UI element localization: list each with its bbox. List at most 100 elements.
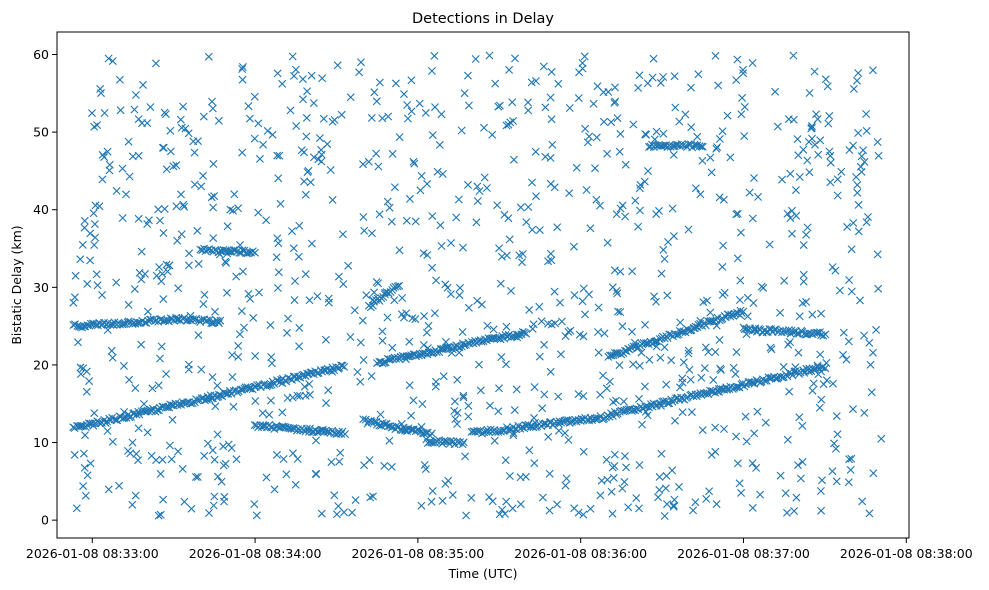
data-point-marker: [356, 338, 365, 347]
data-point-marker: [165, 261, 174, 270]
data-point-marker: [854, 227, 863, 236]
data-point-marker: [739, 69, 748, 78]
data-point-marker: [869, 66, 877, 75]
data-point-marker: [245, 114, 254, 123]
data-point-marker: [346, 333, 355, 341]
data-point-marker: [833, 175, 842, 184]
data-point-marker: [428, 212, 437, 221]
data-point-marker: [217, 477, 226, 486]
data-point-marker: [495, 244, 504, 253]
data-point-marker: [124, 137, 133, 146]
data-point-marker: [805, 89, 814, 97]
data-point-marker: [116, 106, 125, 115]
data-point-marker: [259, 140, 268, 149]
data-point-marker: [417, 501, 426, 510]
data-point-marker: [464, 101, 473, 110]
data-point-marker: [761, 418, 770, 427]
data-point-marker: [213, 317, 222, 326]
data-point-marker: [624, 503, 633, 512]
data-point-marker: [610, 98, 619, 107]
data-point-marker: [265, 410, 274, 419]
data-point-marker: [572, 163, 581, 172]
data-point-marker: [81, 431, 89, 440]
data-point-marker: [295, 323, 304, 332]
data-point-marker: [124, 300, 133, 309]
data-point-marker: [209, 501, 218, 510]
data-point-marker: [420, 312, 429, 321]
data-point-marker: [262, 216, 271, 225]
data-point-marker: [732, 210, 741, 219]
data-point-marker: [272, 450, 281, 459]
data-point-marker: [502, 121, 511, 130]
data-point-marker: [390, 183, 399, 192]
data-point-marker: [103, 147, 112, 156]
data-point-marker: [274, 239, 283, 248]
data-point-marker: [589, 99, 598, 108]
data-point-marker: [359, 213, 368, 221]
data-point-marker: [511, 54, 519, 63]
data-point-marker: [678, 378, 687, 387]
data-point-marker: [732, 432, 741, 441]
data-point-marker: [862, 110, 871, 118]
data-point-marker: [581, 124, 590, 133]
data-point-marker: [472, 218, 481, 227]
data-point-marker: [846, 465, 855, 474]
data-point-marker: [824, 119, 833, 128]
data-point-marker: [833, 430, 842, 439]
data-point-marker: [211, 307, 219, 316]
data-point-marker: [159, 495, 168, 504]
data-point-marker: [162, 370, 171, 378]
data-point-marker: [496, 279, 505, 288]
data-point-marker: [500, 210, 509, 219]
data-point-marker: [581, 310, 589, 319]
data-point-marker: [711, 51, 720, 60]
data-point-marker: [213, 430, 222, 439]
data-point-marker: [556, 298, 564, 307]
data-point-marker: [248, 247, 257, 256]
data-point-marker: [832, 477, 841, 486]
y-tick-label: 60: [33, 47, 49, 62]
data-point-marker: [220, 497, 228, 506]
data-point-marker: [712, 500, 721, 509]
data-point-marker: [430, 309, 439, 318]
x-axis: 2026-01-08 08:33:00 2026-01-08 08:34:00 20…: [26, 538, 973, 561]
data-point-marker: [338, 230, 347, 239]
data-point-marker: [228, 373, 237, 381]
data-point-marker: [620, 452, 629, 461]
data-point-marker: [812, 328, 821, 337]
data-point-marker: [771, 87, 780, 96]
data-point-marker: [453, 420, 462, 428]
data-point-marker: [289, 449, 297, 458]
data-point-marker: [135, 268, 144, 277]
data-point-marker: [219, 442, 228, 451]
data-point-marker: [596, 201, 604, 210]
data-point-marker: [72, 504, 81, 513]
data-point-marker: [780, 276, 789, 285]
data-point-marker: [813, 328, 822, 337]
data-point-marker: [753, 407, 762, 416]
data-point-marker: [783, 508, 791, 517]
data-point-marker: [537, 317, 546, 326]
data-point-marker: [669, 150, 678, 159]
data-point-marker: [671, 103, 680, 112]
data-point-marker: [616, 204, 625, 213]
data-point-marker: [831, 444, 840, 453]
data-point-marker: [287, 424, 296, 433]
data-point-marker: [608, 283, 617, 292]
data-point-marker: [255, 288, 263, 297]
data-point-marker: [726, 153, 735, 162]
data-point-marker: [238, 65, 247, 73]
data-point-marker: [376, 410, 385, 419]
data-point-marker: [798, 457, 807, 466]
data-point-marker: [262, 473, 271, 482]
data-point-marker: [194, 331, 203, 340]
data-point-marker: [594, 303, 603, 312]
data-point-marker: [616, 129, 625, 138]
data-point-marker: [380, 420, 389, 429]
data-point-marker: [405, 337, 414, 346]
data-point-marker: [317, 509, 326, 518]
data-point-marker: [83, 279, 92, 288]
data-point-marker: [545, 469, 554, 478]
data-point-marker: [480, 173, 489, 182]
data-point-marker: [819, 331, 828, 340]
